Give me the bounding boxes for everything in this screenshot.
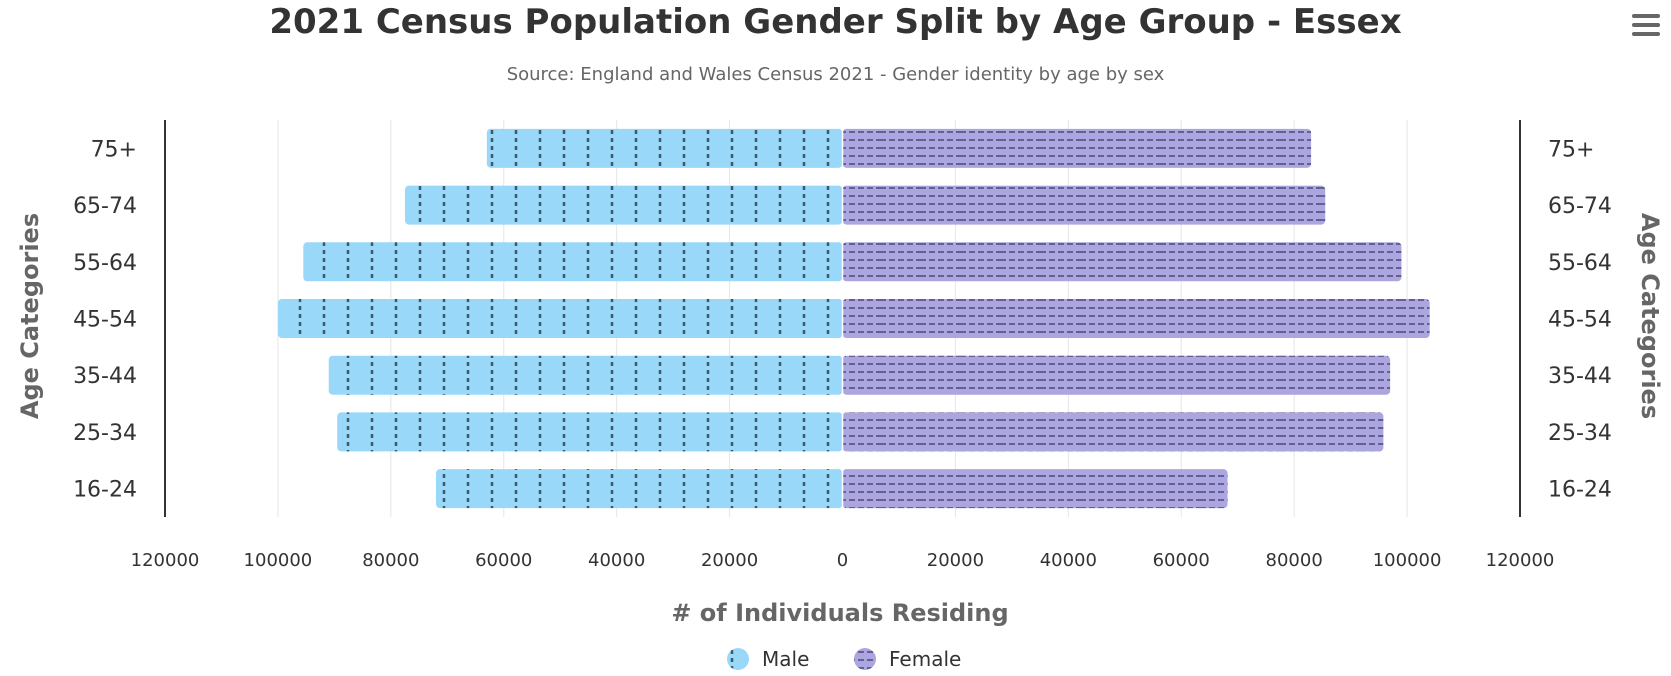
x-tick-label: 20000 [701, 550, 758, 571]
x-axis-title: # of Individuals Residing [671, 599, 1008, 627]
x-tick-label: 80000 [362, 550, 419, 571]
y-tick-label-left: 45-54 [73, 308, 137, 333]
y-tick-label-right: 16-24 [1548, 478, 1612, 503]
legend-item-male[interactable]: Male [727, 647, 809, 671]
y-axis-title-left: Age Categories [16, 213, 44, 419]
legend-label: Male [762, 647, 809, 671]
bar-male-65-74[interactable] [404, 185, 843, 225]
y-tick-label-left: 35-44 [73, 364, 137, 389]
x-tick-label: 120000 [1486, 550, 1555, 571]
bar-male-55-64[interactable] [303, 242, 843, 282]
x-tick-label: 20000 [927, 550, 984, 571]
y-tick-label-left: 75+ [91, 137, 137, 162]
y-tick-label-right: 65-74 [1548, 194, 1612, 219]
bar-male-35-44[interactable] [328, 355, 843, 395]
bar-female-25-34[interactable] [842, 412, 1384, 452]
bar-female-55-64[interactable] [842, 242, 1402, 282]
hamburger-menu-icon [1632, 14, 1660, 36]
chart-menu-button[interactable] [1630, 10, 1662, 40]
x-tick-label: 40000 [588, 550, 645, 571]
y-tick-label-left: 55-64 [73, 251, 137, 276]
y-tick-label-left: 25-34 [73, 421, 137, 446]
bar-male-25-34[interactable] [337, 412, 843, 452]
y-tick-label-right: 35-44 [1548, 364, 1612, 389]
legend: Male Female [727, 647, 961, 671]
x-tick-label: 80000 [1266, 550, 1323, 571]
x-tick-label: 120000 [131, 550, 200, 571]
y-tick-label-left: 65-74 [73, 194, 137, 219]
y-tick-label-right: 55-64 [1548, 251, 1612, 276]
y-tick-label-right: 45-54 [1548, 308, 1612, 333]
bar-female-65-74[interactable] [842, 185, 1326, 225]
chart-subtitle: Source: England and Wales Census 2021 - … [506, 64, 1165, 85]
x-tick-label: 100000 [1373, 550, 1442, 571]
axes [164, 120, 1521, 517]
chart-title: 2021 Census Population Gender Split by A… [269, 2, 1402, 42]
y-tick-label-right: 75+ [1548, 137, 1594, 162]
y-axis-title-right: Age Categories [1636, 213, 1664, 419]
y-tick-label-left: 16-24 [73, 478, 137, 503]
y-tick-label-right: 25-34 [1548, 421, 1612, 446]
bar-female-35-44[interactable] [842, 355, 1391, 395]
legend-marker-male [727, 648, 749, 670]
legend-label: Female [889, 647, 961, 671]
x-tick-label: 0 [837, 550, 848, 571]
bar-male-45-54[interactable] [277, 299, 843, 338]
x-tick-label: 40000 [1040, 550, 1097, 571]
x-tick-label: 100000 [244, 550, 313, 571]
legend-item-female[interactable]: Female [854, 647, 961, 671]
bar-male-16-24[interactable] [436, 469, 843, 509]
axis-labels: 75+ 75+ 65-74 65-74 55-64 55-64 45-54 45-54 35-4… [73, 137, 1612, 571]
x-tick-label: 60000 [1153, 550, 1210, 571]
bars [277, 128, 1430, 509]
bar-female-75+[interactable] [842, 128, 1312, 168]
bar-male-75+[interactable] [486, 128, 843, 168]
bar-female-16-24[interactable] [842, 469, 1228, 509]
bar-female-45-54[interactable] [842, 299, 1430, 338]
x-tick-label: 60000 [475, 550, 532, 571]
legend-marker-female [854, 648, 876, 670]
